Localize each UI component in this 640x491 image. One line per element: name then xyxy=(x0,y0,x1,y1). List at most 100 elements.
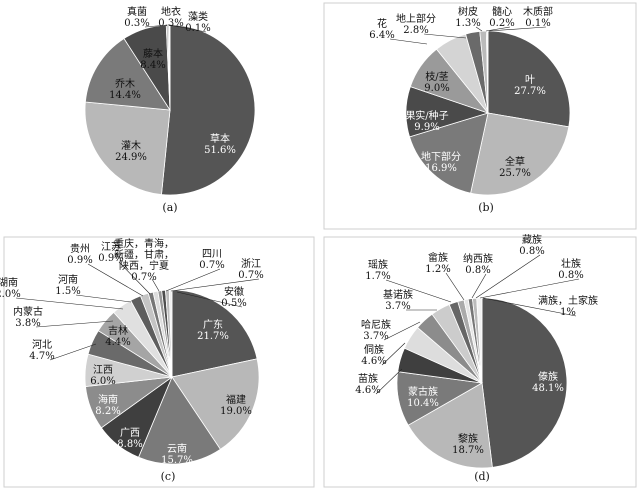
leader-line xyxy=(170,278,260,292)
pie-slice xyxy=(84,101,171,196)
panel-label: (d) xyxy=(474,470,490,483)
slice-label: 江西 xyxy=(93,364,113,376)
pie-slice xyxy=(476,297,483,384)
leader-line xyxy=(151,278,160,292)
pie-slice xyxy=(169,24,171,111)
leader-line xyxy=(35,320,114,328)
slice-label: 福建 xyxy=(226,393,246,406)
slice-value-label: 8.4% xyxy=(140,60,165,71)
leader-line xyxy=(475,254,541,299)
slice-value-label: 1% xyxy=(560,307,576,318)
slice-value-label: 0.1% xyxy=(525,18,550,29)
slice-value-label: 0.7% xyxy=(238,270,263,281)
slice-label: 浙江 xyxy=(241,258,261,270)
slice-label: 黎族 xyxy=(458,432,478,445)
slice-label: 海南 xyxy=(98,393,118,406)
slice-value-label: 21.7% xyxy=(197,331,229,342)
pie-slice xyxy=(171,289,258,378)
slice-label: 四川 xyxy=(202,249,222,260)
panel-frame-bottom-left xyxy=(3,236,315,488)
leader-line xyxy=(383,321,421,341)
slice-label: 真菌 xyxy=(127,5,147,18)
slice-label: 纳西族 xyxy=(463,252,493,265)
slice-label: 地下部分 xyxy=(421,150,461,163)
leader-line xyxy=(479,278,580,299)
slice-value-label: 18.7% xyxy=(452,445,484,456)
leader-line xyxy=(381,342,406,366)
leader-line xyxy=(475,26,483,32)
slice-value-label: 0.1% xyxy=(185,23,210,34)
leader-line xyxy=(144,24,168,28)
pie-slice xyxy=(137,376,221,465)
slice-label: 安徽 xyxy=(224,285,244,298)
slice-value-label: 9.9% xyxy=(414,122,439,133)
slice-value-label: 27.7% xyxy=(514,86,546,97)
slice-value-label: 14.4% xyxy=(109,90,141,101)
leader-line xyxy=(49,343,97,361)
panel-label: (b) xyxy=(478,201,494,214)
slice-value-label: 0.8% xyxy=(519,246,544,257)
slice-label: 地衣 xyxy=(161,5,181,18)
slice-value-label: 8.8% xyxy=(117,439,142,450)
panel-label: (c) xyxy=(161,470,176,483)
pie-slice xyxy=(171,358,260,450)
slice-value-label: 48.1% xyxy=(532,383,564,394)
slice-label: 草本 xyxy=(210,132,230,145)
slice-value-label: 10.4% xyxy=(407,398,439,409)
slice-value-label: 1.3% xyxy=(455,18,480,29)
slice-label: 叶 xyxy=(525,74,535,86)
slice-value-label: 0.9% xyxy=(67,255,92,266)
slice-label: 广西 xyxy=(120,427,140,439)
leader-line xyxy=(482,297,577,317)
pie-slice xyxy=(161,24,256,196)
slice-label: 灌木 xyxy=(121,140,141,152)
leader-line xyxy=(385,279,452,303)
leader-line xyxy=(423,33,467,39)
leader-line xyxy=(375,368,403,395)
slice-label: 河南 xyxy=(58,273,78,286)
slice-label: 贵州 xyxy=(70,242,90,255)
leader-line xyxy=(170,24,207,33)
slice-value-label: 2.8% xyxy=(403,25,428,36)
pie-slice xyxy=(481,297,568,468)
slice-value-label: 0.7% xyxy=(131,272,156,283)
slice-label: 基诺族 xyxy=(383,288,413,301)
leader-line xyxy=(485,26,511,32)
pie-slice xyxy=(487,30,489,114)
slice-label: 藻类 xyxy=(188,10,208,23)
panel-frame-bottom-right xyxy=(323,236,637,488)
slice-label: 地上部分 xyxy=(396,12,436,25)
slice-value-label: 4.4% xyxy=(105,337,130,348)
pie-slice xyxy=(407,382,493,469)
slice-value-label: 0.2% xyxy=(489,18,514,29)
slice-label: 花 xyxy=(377,17,387,30)
slice-value-label: 6.4% xyxy=(369,30,394,41)
leader-line xyxy=(471,273,487,299)
slice-label: 吉林 xyxy=(108,324,128,337)
pie-slice xyxy=(409,112,489,194)
pie-chart-4: 傣族48.1%黎族18.7%蒙古族10.4%苗族4.6%侗族4.6%哈尼族3.7… xyxy=(355,233,598,483)
slice-value-label: 4.7% xyxy=(29,351,54,362)
slice-value-label: 1.5% xyxy=(55,286,80,297)
slice-value-label: 1.2% xyxy=(425,264,450,275)
slice-label: 蒙古族 xyxy=(408,385,438,398)
leader-line xyxy=(165,268,221,292)
leader-line xyxy=(445,272,465,301)
slice-label: 木质部 xyxy=(523,5,553,18)
slice-value-label: 4.6% xyxy=(361,356,386,367)
slice-label: 重庆，青海，新疆，甘肃，陕西，宁夏 xyxy=(114,237,174,272)
slice-label: 满族，土家族 xyxy=(538,294,598,307)
slice-value-label: 0.3% xyxy=(158,18,183,29)
pie-slice xyxy=(84,37,171,111)
slice-value-label: 24.9% xyxy=(115,152,147,163)
slice-value-label: 51.6% xyxy=(204,145,236,156)
panel-label: (a) xyxy=(162,201,177,214)
slice-label: 河北 xyxy=(32,339,52,351)
leader-line xyxy=(488,26,547,32)
slice-label: 广东 xyxy=(203,318,223,331)
slice-value-label: 0.3% xyxy=(124,18,149,29)
pie-slice xyxy=(487,30,571,128)
slice-label: 髓心 xyxy=(492,5,512,18)
